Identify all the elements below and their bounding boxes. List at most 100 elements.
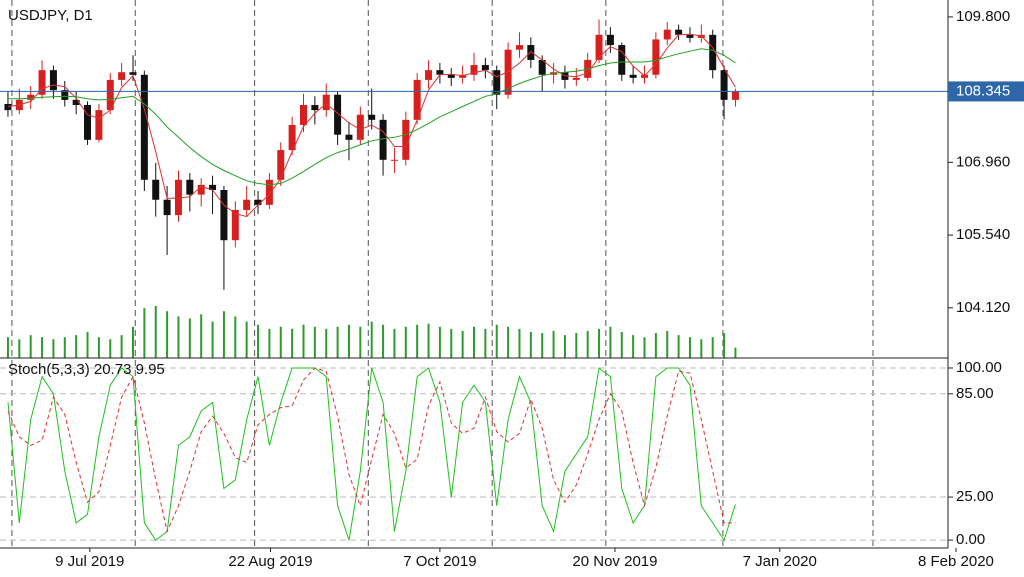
candle-body (618, 45, 626, 75)
volume-bar (473, 326, 475, 358)
y-tick-label: 105.540 (956, 226, 1010, 243)
candle-body (447, 74, 455, 78)
volume-bar (575, 333, 578, 358)
volume-bar (75, 335, 78, 358)
volume-bar (302, 324, 305, 358)
volume-bar (677, 335, 680, 358)
volume-bar (711, 337, 714, 358)
candle-body (174, 179, 182, 216)
y-tick-label: 106.960 (956, 153, 1010, 170)
candle-body (368, 114, 376, 120)
volume-bar (461, 330, 464, 358)
y-tick-label: 109.800 (956, 8, 1010, 25)
volume-bar (563, 335, 566, 358)
volume-bar (177, 316, 180, 358)
volume-bar (598, 328, 601, 358)
candle-body (254, 199, 262, 205)
candle-body (231, 209, 239, 241)
volume-bar (166, 311, 169, 358)
current-price-box (948, 81, 1024, 102)
volume-bar (609, 326, 612, 358)
volume-bar (245, 321, 248, 358)
volume-bar (632, 335, 635, 358)
candle-body (356, 114, 364, 140)
candle-body (470, 65, 478, 75)
volume-bar (382, 324, 385, 358)
volume-bar (654, 333, 657, 358)
candle-body (209, 184, 217, 191)
candle-body (72, 99, 80, 105)
candle-body (197, 184, 205, 195)
volume-bar (97, 337, 100, 358)
volume-bar (336, 326, 339, 358)
candle-body (299, 104, 307, 125)
candle-body (265, 179, 273, 205)
candle-body (163, 199, 171, 216)
candle-body (84, 104, 92, 140)
candle-body (572, 77, 580, 80)
candle-body (731, 91, 739, 100)
volume-bar (552, 330, 555, 358)
candle-body (4, 103, 12, 111)
volume-bar (484, 328, 487, 358)
current-price-label: 108.345 (956, 82, 1010, 99)
volume-bar (52, 339, 55, 358)
candle-body (140, 74, 148, 180)
volume-bar (188, 318, 191, 358)
volume-bar (586, 330, 589, 358)
volume-bar (416, 324, 419, 358)
volume-bar (6, 337, 9, 358)
candle-body (459, 74, 467, 78)
indicator-title: Stoch(5,3,3) 20.73 9.95 (8, 361, 165, 378)
volume-bar (131, 326, 134, 358)
candle-body (436, 70, 444, 75)
volume-bar (347, 324, 350, 358)
candle-body (663, 29, 671, 40)
candle-body (709, 34, 717, 71)
candle-body (118, 72, 126, 80)
candle-body (322, 94, 330, 111)
candle-body (493, 70, 501, 95)
x-tick-label: 8 Feb 2020 (918, 553, 994, 570)
candle-body (27, 94, 35, 100)
volume-bar (723, 333, 726, 358)
volume-bar (541, 333, 544, 358)
candle-body (61, 90, 69, 100)
volume-bar (393, 328, 396, 358)
candle-body (334, 94, 342, 135)
candle-body (49, 70, 57, 91)
candle-body (186, 179, 194, 195)
candle-body (527, 45, 535, 60)
volume-bar (120, 335, 123, 358)
y-tick-label: 85.00 (956, 385, 994, 402)
volume-bar (325, 328, 328, 358)
volume-bar (63, 337, 66, 358)
y-tick-label: 104.120 (956, 299, 1010, 316)
candle-body (95, 110, 103, 140)
volume-bar (109, 339, 112, 358)
candle-body (129, 72, 137, 75)
stoch-line (7, 367, 736, 534)
candle-body (652, 39, 660, 75)
candle-body (606, 34, 614, 46)
y-tick-label: 25.00 (956, 488, 994, 505)
volume-bar (450, 328, 453, 358)
x-tick-label: 22 Aug 2019 (228, 553, 312, 570)
volume-bar (643, 337, 646, 358)
candle-body (311, 104, 319, 111)
stoch-line (7, 367, 736, 542)
volume-bar (666, 330, 669, 358)
volume-bar (734, 347, 737, 358)
volume-bar (495, 324, 498, 358)
volume-bar (211, 321, 214, 358)
candle-body (425, 70, 433, 80)
candle-body (390, 159, 398, 161)
volume-bar (507, 326, 510, 358)
volume-bar (18, 339, 21, 358)
y-tick-label: 100.00 (956, 359, 1002, 376)
volume-bar (438, 326, 441, 358)
x-tick-label: 20 Nov 2019 (572, 553, 657, 570)
volume-bar (222, 311, 225, 358)
